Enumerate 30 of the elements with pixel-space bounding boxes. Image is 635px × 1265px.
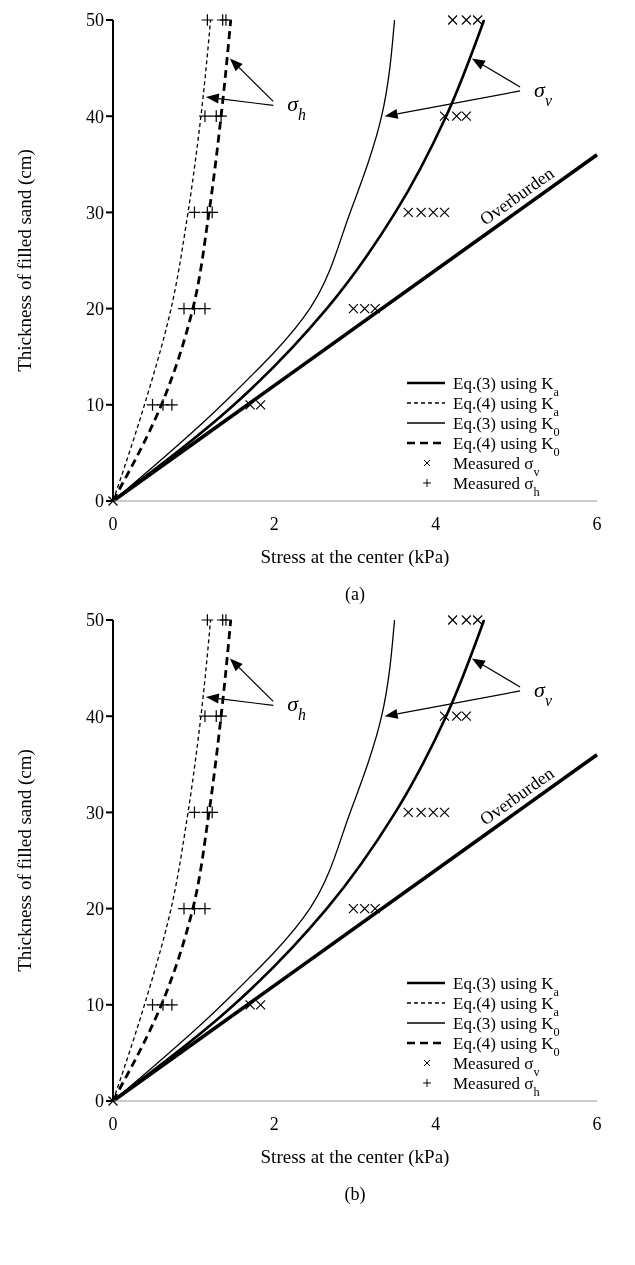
annotation: σ$_{h}$ <box>287 91 307 123</box>
x-tick-label: 0 <box>108 1113 118 1134</box>
x-axis-title: Stress at the center (kPa) <box>260 546 450 568</box>
x-tick-label: 4 <box>431 1113 441 1134</box>
y-tick-label: 40 <box>86 106 104 127</box>
text: (b) <box>344 1184 366 1205</box>
y-tick-label: 40 <box>86 706 104 727</box>
y-tick-label: 20 <box>86 898 104 919</box>
x-tick-label: 2 <box>269 513 279 534</box>
x-tick-label: 6 <box>592 513 602 534</box>
y-tick-label: 0 <box>95 491 104 512</box>
y-tick-label: 30 <box>86 202 104 223</box>
text: (a) <box>345 584 365 605</box>
x-tick-label: 2 <box>269 1113 279 1134</box>
x-axis-title: Stress at the center (kPa) <box>260 1146 450 1168</box>
y-tick-label: 10 <box>86 995 104 1016</box>
y-axis-title: Thickness of filled sand (cm) <box>13 149 36 372</box>
y-tick-label: 20 <box>86 298 104 319</box>
y-tick-label: 0 <box>95 1091 104 1112</box>
x-tick-label: 0 <box>108 513 118 534</box>
annotation: σ$_{v}$ <box>534 76 553 109</box>
x-tick-label: 4 <box>431 513 441 534</box>
annotation: σ$_{v}$ <box>534 676 553 709</box>
y-tick-label: 50 <box>86 610 104 631</box>
y-tick-label: 30 <box>86 802 104 823</box>
y-tick-label: 50 <box>86 10 104 31</box>
y-tick-label: 10 <box>86 395 104 416</box>
x-tick-label: 6 <box>592 1113 602 1134</box>
annotation: σ$_{h}$ <box>287 691 307 723</box>
y-axis-title: Thickness of filled sand (cm) <box>13 749 36 972</box>
